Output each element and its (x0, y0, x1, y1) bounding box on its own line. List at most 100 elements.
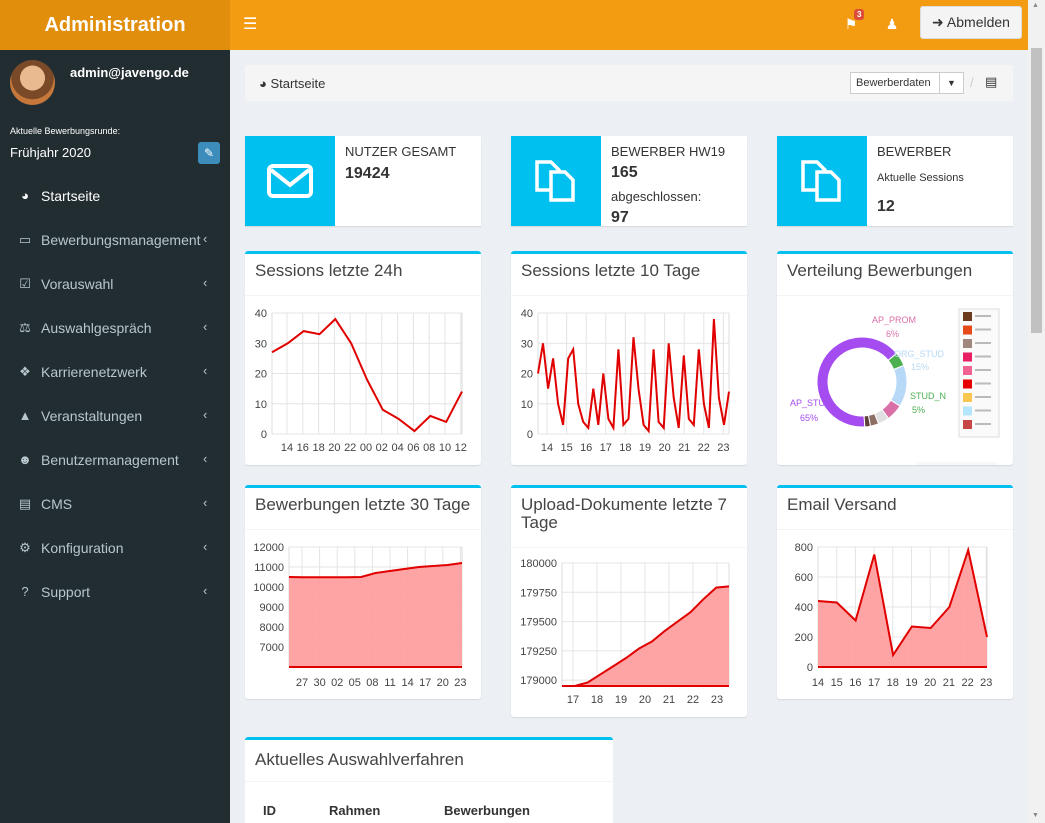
sidebar-item-vorauswahl[interactable]: ☑ Vorauswahl ‹ (0, 262, 230, 306)
box-title: Email Versand (787, 495, 897, 514)
pie-percent: 5% (912, 405, 925, 415)
sidebar-item-veranstaltungen[interactable]: ▲ Veranstaltungen ‹ (0, 394, 230, 438)
series-line[interactable] (288, 562, 463, 579)
info-box-users: NUTZER GESAMT 19424 (245, 136, 481, 226)
chevron-left-icon: ‹ (203, 275, 208, 290)
x-tick-label: 20 (328, 442, 340, 454)
bars-icon[interactable]: ☰ (243, 16, 258, 33)
chevron-left-icon: ‹ (203, 407, 208, 422)
info-value: 165 (611, 164, 638, 181)
y-tick-label: 9000 (260, 602, 284, 614)
legend-swatch (963, 366, 972, 375)
newspaper-icon: ▤ (18, 496, 32, 511)
legend-swatch (963, 393, 972, 402)
x-tick-label: 19 (639, 442, 651, 454)
files-icon (535, 160, 575, 202)
round-label: Aktuelle Bewerbungsrunde: (10, 126, 121, 136)
sidebar-item-startseite[interactable]: ◕ Startseite (0, 174, 230, 218)
sidebar-item-karrierenetzwerk[interactable]: ❖ Karrierenetzwerk ‹ (0, 350, 230, 394)
table-header: ID (263, 803, 276, 818)
sidebar-item-cms[interactable]: ▤ CMS ‹ (0, 482, 230, 526)
x-tick-label: 00 (360, 442, 372, 454)
pie-percent: 65% (800, 413, 818, 423)
x-tick-label: 21 (663, 694, 675, 706)
x-tick-label: 20 (639, 694, 651, 706)
scroll-up-icon[interactable]: ▲ (1032, 2, 1039, 9)
user-email: admin@javengo.de (70, 65, 189, 80)
sidebar-item-label: Auswahlgespräch (41, 320, 152, 336)
y-tick-label: 20 (521, 369, 533, 381)
table-header: Rahmen (329, 803, 381, 818)
y-tick-label: 10 (255, 399, 267, 411)
box-title: Sessions letzte 24h (255, 261, 403, 280)
scroll-down-icon[interactable]: ▼ (1032, 812, 1039, 819)
logout-button[interactable]: ➜ Abmelden (920, 6, 1022, 39)
y-tick-label: 0 (807, 662, 813, 674)
sidebar: admin@javengo.de Aktuelle Bewerbungsrund… (0, 50, 230, 823)
breadcrumb-home[interactable]: ◕ Startseite (259, 76, 325, 91)
y-tick-label: 10 (521, 399, 533, 411)
sidebar-item-label: Bewerbungsmanagement (41, 232, 201, 248)
pencil-icon[interactable]: ✎ (198, 142, 220, 164)
breadcrumb-home-label: Startseite (270, 76, 326, 91)
legend-text-line (975, 369, 991, 371)
pie-slice[interactable] (863, 414, 872, 428)
x-tick-label: 15 (831, 677, 843, 689)
book-icon[interactable]: ▤ (985, 74, 998, 89)
box-divider (511, 547, 747, 548)
chevron-left-icon: ‹ (203, 363, 208, 378)
info-box-sessions: BEWERBER Aktuelle Sessions 12 (777, 136, 1013, 226)
y-tick-label: 12000 (253, 542, 284, 554)
area-fill (562, 586, 729, 686)
sidebar-item-label: Konfiguration (41, 540, 124, 556)
chart-box: Verteilung Bewerbungen AP_STUD 65% AP_PROM 6… (777, 251, 1013, 465)
y-tick-label: 40 (521, 308, 533, 320)
series-line[interactable] (562, 585, 730, 687)
flag-icon[interactable]: ⚑ (844, 16, 858, 32)
series-line[interactable] (537, 319, 730, 434)
box-title: Sessions letzte 10 Tage (521, 261, 701, 280)
x-tick-label: 18 (591, 694, 603, 706)
sidebar-item-label: Support (41, 584, 91, 600)
info-box-icon-bg (245, 136, 335, 226)
chart-box: Sessions letzte 10 Tage 0 10 20 30 40 14 15 16 17… (511, 251, 747, 465)
question-circle-icon: ? (21, 584, 29, 599)
chevron-left-icon: ‹ (203, 539, 208, 554)
scrollbar-thumb[interactable] (1031, 48, 1042, 333)
sidebar-item-auswahlgespr-ch[interactable]: ⚖ Auswahlgespräch ‹ (0, 306, 230, 350)
series-line[interactable] (817, 546, 988, 658)
sidebar-item-support[interactable]: ? Support ‹ (0, 570, 230, 614)
box-title: Verteilung Bewerbungen (787, 261, 973, 280)
users-icon: ☻ (18, 452, 32, 467)
legend-text-line (975, 382, 991, 385)
graduation-cap-icon: ▲ (18, 408, 32, 423)
user-secret-icon[interactable]: ♟ (885, 16, 899, 32)
sidebar-item-bewerbungsmanagement[interactable]: ▭ Bewerbungsmanagement ‹ (0, 218, 230, 262)
data-select[interactable]: Bewerberdaten ▼ (850, 72, 964, 94)
x-tick-label: 18 (312, 442, 324, 454)
info-title: BEWERBER (877, 144, 952, 159)
y-tick-label: 11000 (254, 562, 284, 574)
chart: AP_STUD 65% AP_PROM 6% ORG_STUD 15% STUD_N 5% (790, 308, 1000, 465)
sidebar-item-konfiguration[interactable]: ⚙ Konfiguration ‹ (0, 526, 230, 570)
pie-label: STUD_N (910, 391, 946, 401)
x-tick-label: 02 (376, 442, 388, 454)
chevron-left-icon: ‹ (203, 451, 208, 466)
y-tick-label: 179500 (520, 617, 557, 629)
app-logo[interactable]: Administration (0, 0, 230, 50)
series-line[interactable] (271, 317, 463, 433)
x-tick-label: 06 (407, 442, 419, 454)
pie-slice[interactable] (890, 364, 908, 407)
dashboard-icon: ◕ (21, 188, 29, 203)
area-fill (818, 550, 987, 667)
x-tick-label: 22 (687, 694, 699, 706)
x-tick-label: 23 (980, 677, 992, 689)
breadcrumb-separator: / (970, 75, 974, 90)
sign-out-icon: ➜ (932, 14, 947, 30)
pie-label: ORG_STUD (894, 349, 945, 359)
x-tick-label: 14 (541, 442, 553, 454)
box-divider (245, 295, 481, 296)
round-value: Frühjahr 2020 (10, 145, 91, 160)
sidebar-item-benutzermanagement[interactable]: ☻ Benutzermanagement ‹ (0, 438, 230, 482)
chart-box: Bewerbungen letzte 30 Tage 12000 11000 1000… (245, 485, 481, 699)
